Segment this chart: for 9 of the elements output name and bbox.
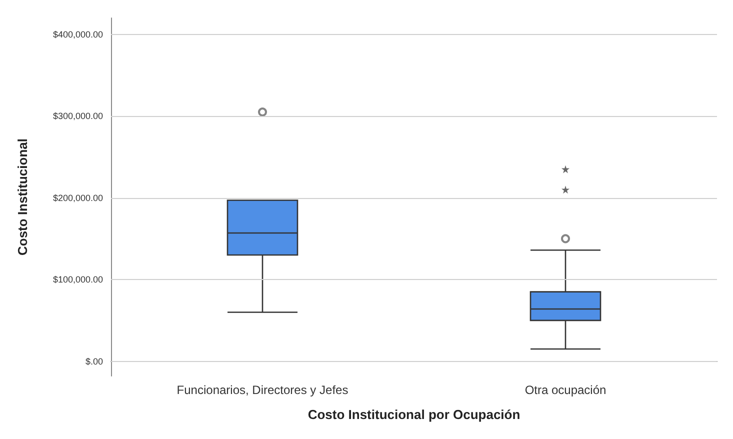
y-tick-label: $200,000.00 — [52, 192, 103, 203]
y-tick-label: $300,000.00 — [52, 111, 103, 122]
x-tick-label: Funcionarios, Directores y Jefes — [176, 383, 348, 397]
y-tick-label: $400,000.00 — [52, 29, 103, 40]
y-tick-label: $100,000.00 — [52, 274, 103, 285]
y-tick-label: $.00 — [85, 356, 103, 366]
x-tick-label: Otra ocupación — [524, 383, 606, 397]
x-axis-title: Costo Institucional por Ocupación — [308, 407, 520, 422]
y-axis-title: Costo Institucional — [15, 138, 30, 256]
